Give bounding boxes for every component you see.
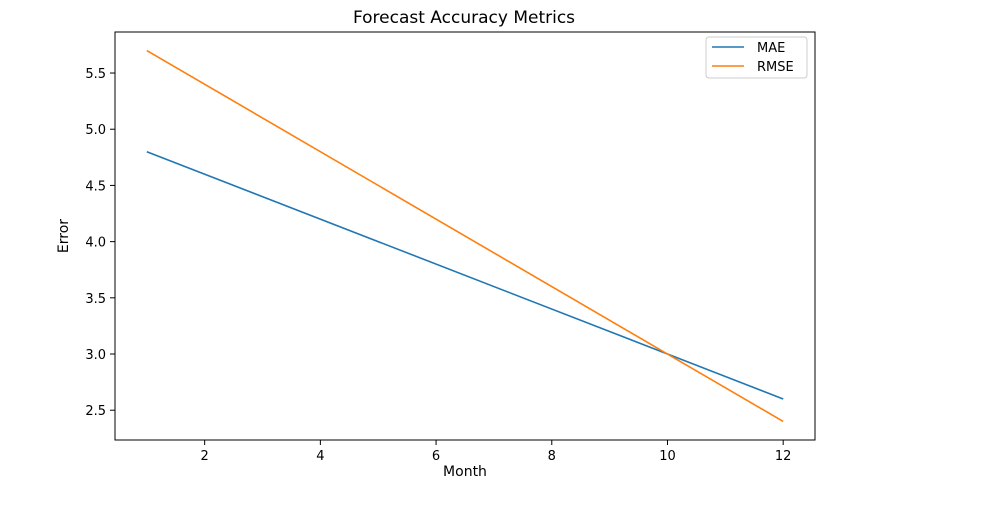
x-tick-label: 4 (316, 449, 324, 464)
y-axis-label: Error (56, 219, 72, 253)
series-lines (146, 49, 784, 423)
y-axis: 2.5 3.0 3.5 4.0 4.5 5.0 5.5 (85, 67, 115, 419)
legend: MAE RMSE (705, 36, 808, 79)
plot-area-frame (114, 31, 816, 441)
y-tick-label: 3.5 (85, 292, 106, 307)
legend-label-rmse: RMSE (757, 60, 794, 75)
series-line-mae (146, 150, 784, 400)
y-tick-label: 5.5 (85, 67, 106, 82)
y-tick-label: 4.0 (85, 236, 106, 251)
x-tick-label: 6 (432, 449, 440, 464)
y-tick-label: 3.0 (85, 348, 106, 363)
y-tick-label: 2.5 (85, 404, 106, 419)
y-tick-label: 4.5 (85, 179, 106, 194)
series-line-rmse (146, 49, 784, 423)
x-tick-label: 2 (201, 449, 209, 464)
chart-title: Forecast Accuracy Metrics (353, 8, 575, 28)
legend-label-mae: MAE (757, 41, 785, 56)
x-tick-label: 8 (548, 449, 556, 464)
x-axis-label: Month (443, 464, 487, 480)
y-tick-label: 5.0 (85, 123, 106, 138)
x-tick-label: 12 (775, 449, 792, 464)
x-axis: 2 4 6 8 10 12 (201, 440, 792, 464)
x-tick-label: 10 (659, 449, 676, 464)
